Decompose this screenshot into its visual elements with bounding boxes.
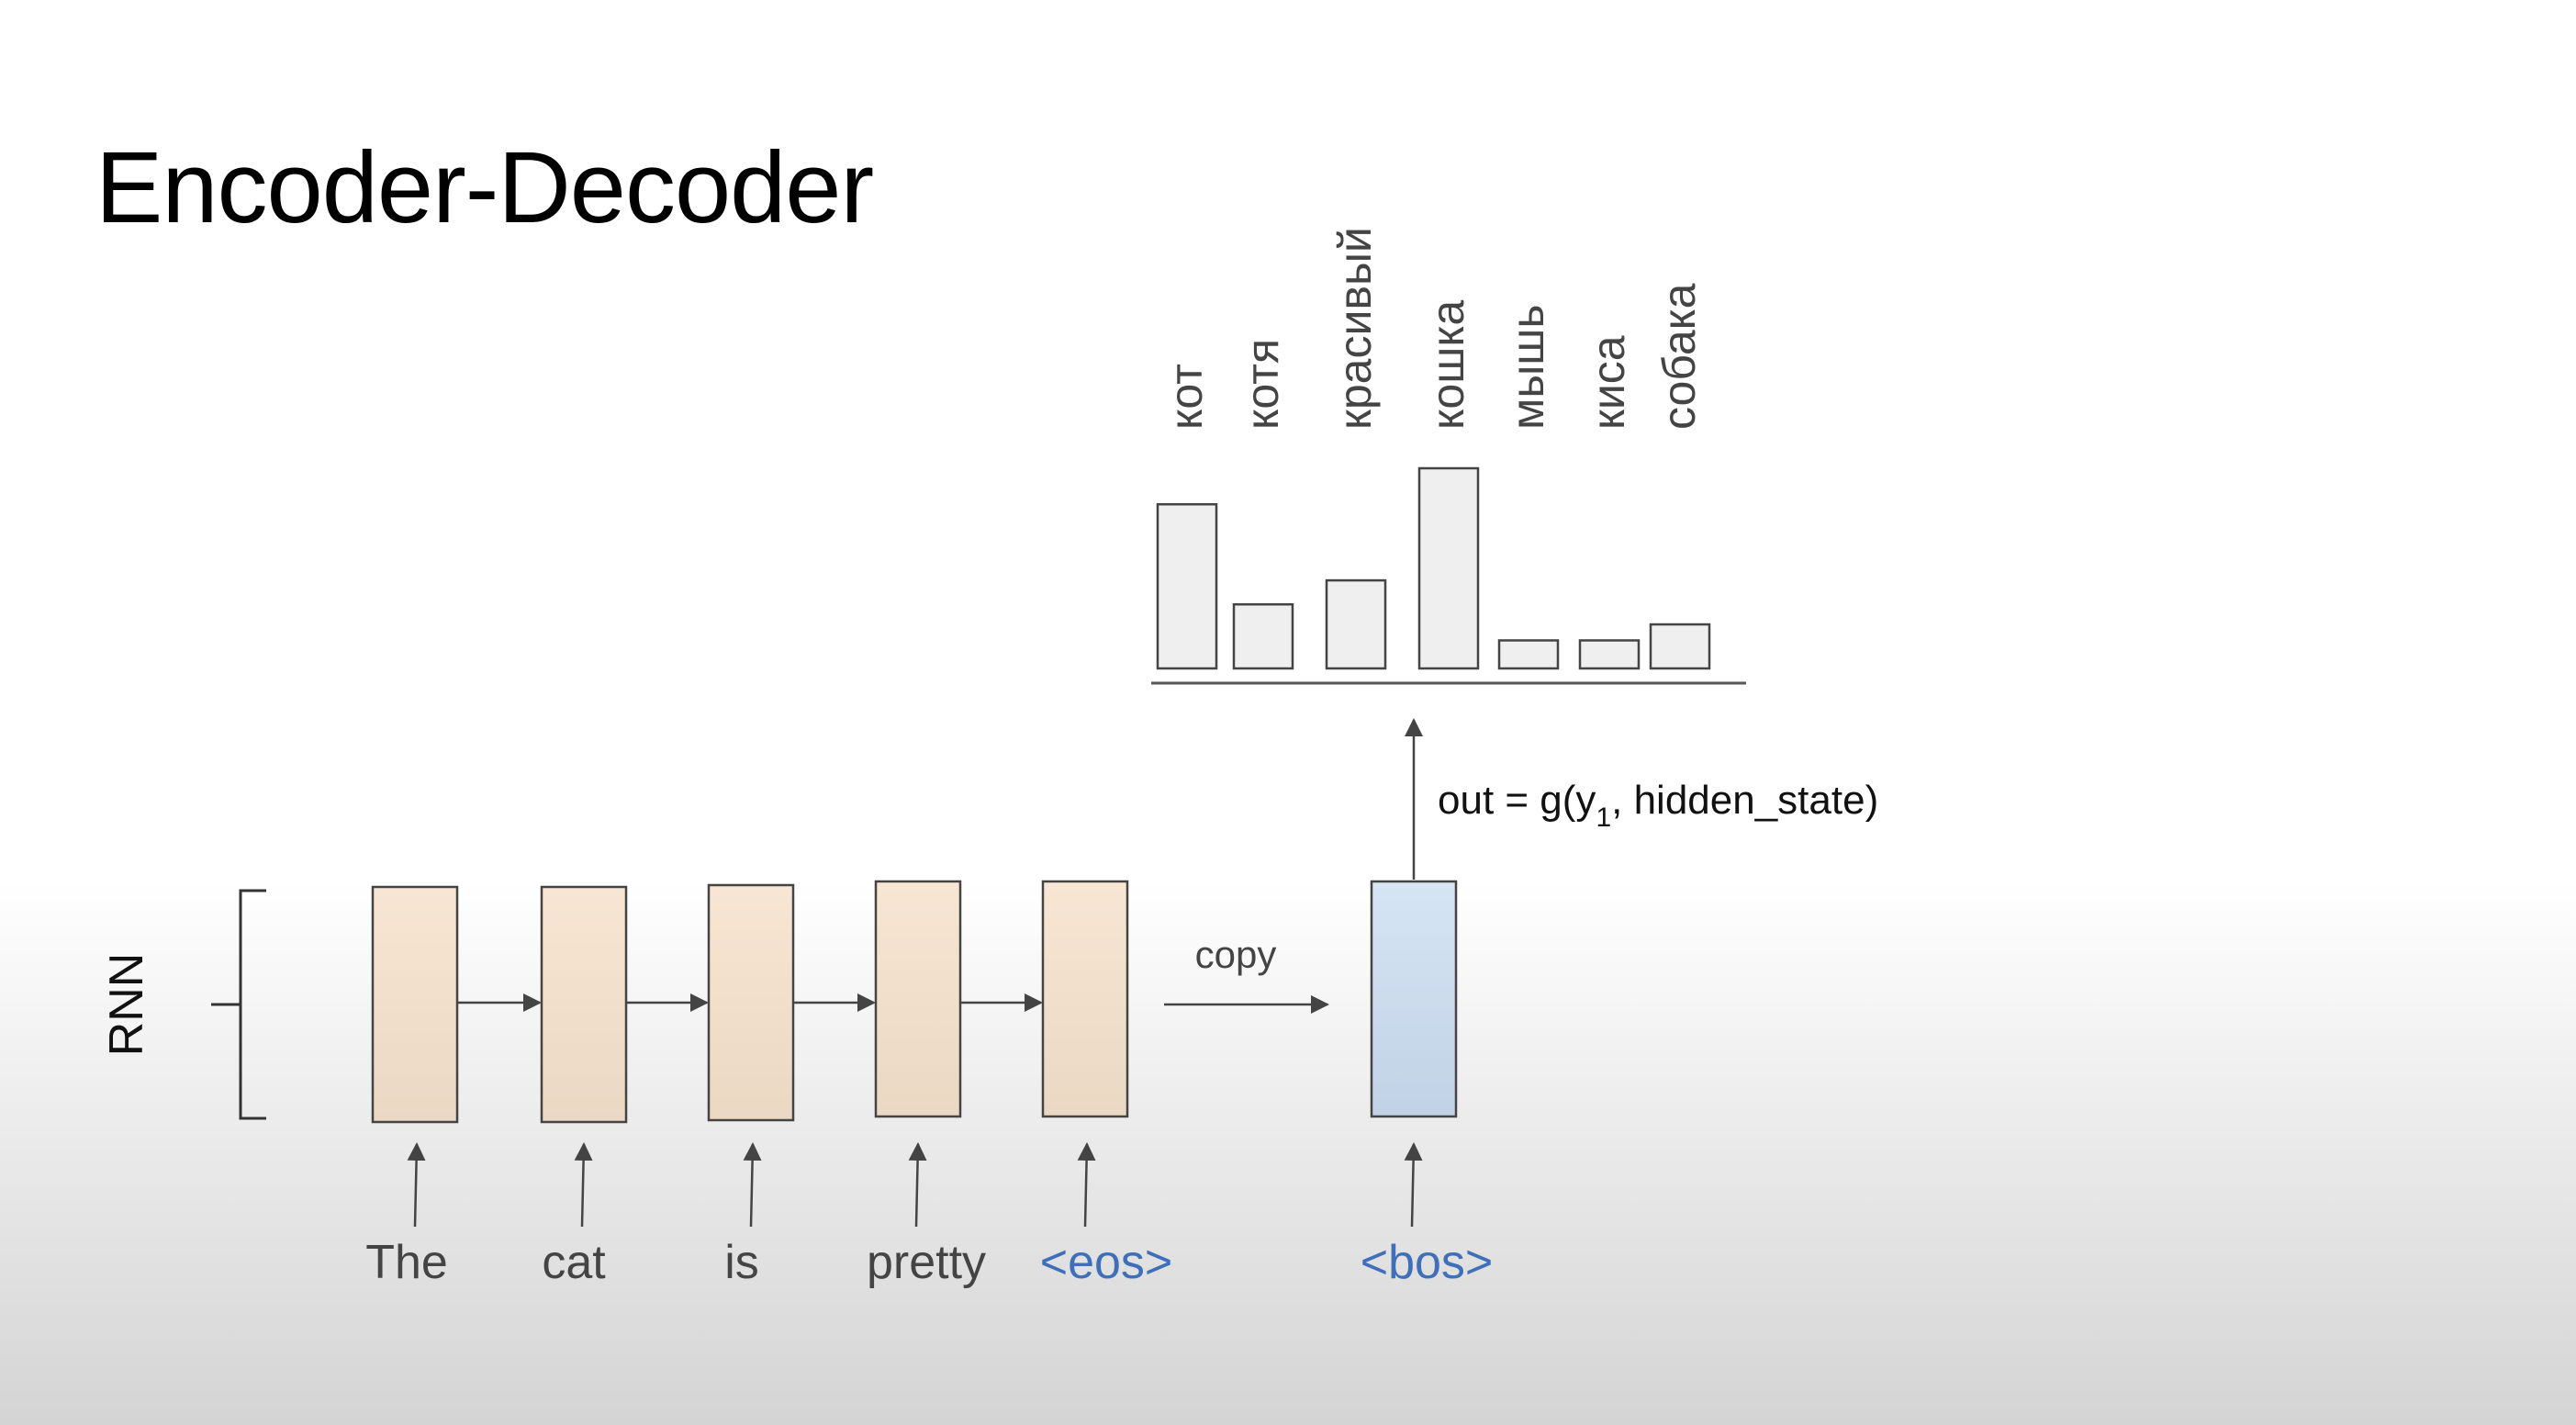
chart-bar [1417,466,1480,670]
input-arrow [908,1142,927,1228]
input-arrow [1404,1142,1423,1228]
chart-category-label: кот [1160,364,1212,430]
slide-title: Encoder-Decoder [95,131,874,244]
formula-prefix: out = g(y [1438,778,1596,823]
chart-bar [1497,639,1560,670]
chart-category-label: собака [1653,283,1705,430]
token-the: The [365,1236,448,1289]
formula-suffix: , hidden_state) [1611,778,1878,823]
chart-category-label: киса [1583,335,1634,430]
input-arrow [407,1142,426,1228]
chart-category-label: котя [1237,339,1288,430]
encoder-cell [371,885,459,1124]
chart-bar [1325,578,1387,670]
encoder-cell [874,880,962,1118]
input-arrow [574,1142,593,1228]
encoder-cell [707,883,795,1122]
chart-bar [1232,602,1294,670]
token-bos: <bos> [1361,1236,1494,1289]
input-arrow [1077,1142,1096,1228]
rnn-bracket [211,889,266,1120]
token-pretty: pretty [867,1236,986,1289]
output-distribution-chart: кот котя красивый кошка мышь киса собака [1156,227,1711,670]
chart-bar [1156,502,1218,670]
token-cat: cat [542,1236,606,1289]
chart-bar [1578,639,1641,670]
chart-category-label: кошка [1422,300,1473,430]
encoder-cell [540,885,628,1124]
rnn-label: RNN [100,953,153,1057]
decoder-cell [1370,880,1458,1118]
output-formula: out = g(y1, hidden_state) [1438,778,1878,833]
chart-bar [1649,623,1711,670]
formula-subscript: 1 [1596,802,1611,833]
input-arrow [743,1142,762,1228]
chart-category-label: мышь [1502,305,1553,430]
token-is: is [724,1236,759,1289]
copy-label: copy [1195,933,1277,976]
chart-category-label: красивый [1329,227,1381,430]
encoder-cell [1041,880,1129,1118]
token-eos: <eos> [1040,1236,1173,1289]
